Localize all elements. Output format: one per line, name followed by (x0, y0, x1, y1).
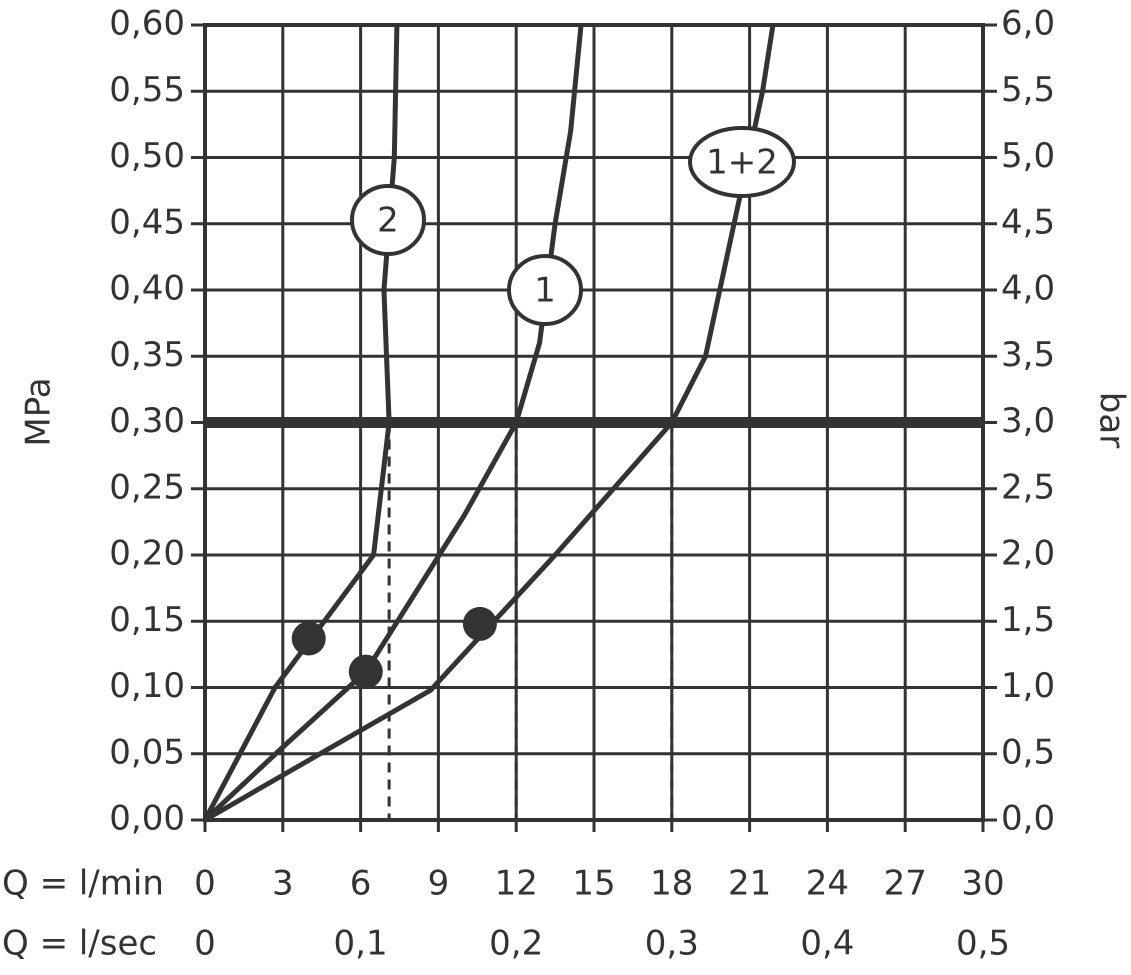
y-tick-label: 0,15 (109, 600, 185, 640)
y2-tick-label: 0,0 (1001, 799, 1055, 839)
y2-tick-label: 6,0 (1001, 4, 1055, 44)
x-tick-label: 15 (572, 864, 615, 904)
x-tick-label: 12 (495, 864, 538, 904)
y-tick-label: 0,30 (109, 401, 185, 441)
x2-axis-title: Q = l/sec (2, 924, 157, 964)
y2-tick-label: 5,0 (1001, 136, 1055, 176)
x2-tick-label: 0,2 (489, 924, 543, 964)
x-tick-label: 6 (350, 864, 372, 904)
curve-label-badge (688, 126, 796, 198)
x-tick-label: 3 (272, 864, 294, 904)
x2-tick-label: 0,4 (800, 924, 854, 964)
x-tick-label: 27 (884, 864, 927, 904)
x2-tick-label: 0,1 (334, 924, 388, 964)
y-tick-label: 0,25 (109, 467, 185, 507)
y2-tick-label: 4,0 (1001, 269, 1055, 309)
x2-tick-label: 0,5 (956, 924, 1010, 964)
x-tick-label: 21 (728, 864, 771, 904)
y-tick-label: 0,05 (109, 732, 185, 772)
y2-axis-title: bar (1092, 392, 1131, 448)
y-tick-label: 0,10 (109, 666, 185, 706)
curve (203, 24, 776, 823)
y2-tick-label: 3,5 (1001, 335, 1055, 375)
y2-tick-label: 1,0 (1001, 666, 1055, 706)
y2-tick-label: 2,5 (1001, 467, 1055, 507)
y-tick-label: 0,20 (109, 534, 185, 574)
y-tick-label: 0,00 (109, 799, 185, 839)
x-axis-title: Q = l/min (2, 864, 164, 904)
y-tick-label: 0,45 (109, 202, 185, 242)
y-tick-label: 0,40 (109, 269, 185, 309)
y-axis-title: MPa (19, 377, 59, 446)
y-tick-label: 0,50 (109, 136, 185, 176)
y-tick-label: 0,60 (109, 4, 185, 44)
y2-tick-label: 0,5 (1001, 732, 1055, 772)
x-tick-label: 24 (806, 864, 849, 904)
x2-tick-label: 0,3 (645, 924, 699, 964)
x-tick-label: 18 (650, 864, 693, 904)
x-tick-label: 30 (961, 864, 1004, 904)
curve (202, 24, 400, 822)
x-tick-label: 9 (428, 864, 450, 904)
y-tick-label: 0,35 (109, 335, 185, 375)
x2-tick-label: 0 (194, 924, 216, 964)
curve-label-badge (350, 184, 426, 256)
y2-tick-label: 1,5 (1001, 600, 1055, 640)
curve-label: 2 (377, 201, 399, 241)
operating-point (348, 654, 383, 689)
y2-tick-label: 3,0 (1001, 401, 1055, 441)
y2-tick-label: 4,5 (1001, 202, 1055, 242)
x-tick-label: 0 (194, 864, 216, 904)
curve (203, 24, 584, 822)
curve-label: 1 (534, 271, 556, 311)
operating-point (291, 621, 326, 656)
y2-tick-label: 5,5 (1001, 70, 1055, 110)
curve-label: 1+2 (706, 143, 778, 183)
curve-label-badge (507, 254, 583, 326)
operating-point (462, 606, 497, 641)
y2-tick-label: 2,0 (1001, 534, 1055, 574)
y-tick-label: 0,55 (109, 70, 185, 110)
